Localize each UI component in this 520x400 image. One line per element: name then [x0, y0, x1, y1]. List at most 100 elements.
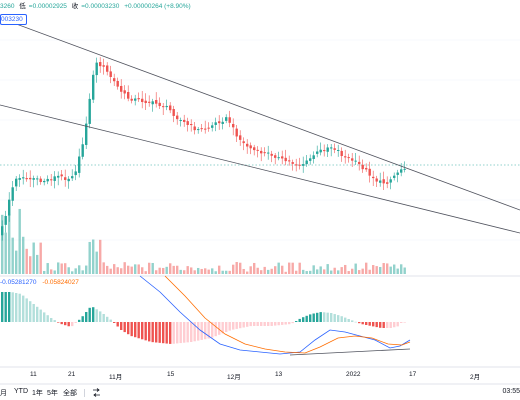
candle-body	[246, 143, 249, 147]
macd-histogram-bar	[274, 322, 277, 326]
candle-body	[106, 65, 109, 72]
volume-bar	[134, 264, 137, 274]
candle-body	[141, 98, 144, 103]
timeframe-ytd-button[interactable]: YTD	[14, 388, 28, 395]
candle-body	[32, 178, 35, 180]
legend-low-value: =0.00002925	[28, 3, 67, 10]
volume-bar	[186, 266, 189, 274]
volume-bar	[361, 268, 364, 274]
candle-body	[172, 109, 175, 116]
volume-bar	[183, 270, 186, 274]
volume-bar	[32, 242, 35, 274]
volume-bar	[340, 267, 343, 274]
volume-bar	[368, 269, 371, 274]
volume-bar	[372, 265, 375, 274]
macd-legend: -0.05281270 -0.05824027	[0, 279, 79, 287]
macd-histogram	[1, 292, 406, 344]
volume-bar	[95, 251, 98, 274]
macd-histogram-bar	[312, 313, 315, 322]
legend-low-label: 低	[19, 3, 26, 10]
macd-histogram-bar	[344, 317, 347, 322]
volume-bar	[218, 265, 221, 274]
macd-histogram-bar	[64, 322, 67, 326]
macd-histogram-bar	[260, 322, 263, 326]
candle-body	[379, 180, 382, 183]
candle-body	[50, 179, 53, 181]
candle-body	[333, 148, 336, 150]
candle-body	[393, 175, 396, 178]
price-badge: 003230	[0, 14, 27, 25]
macd-histogram-bar	[379, 322, 382, 328]
timeframe-month-button[interactable]: 月	[0, 390, 7, 397]
macd-histogram-bar	[148, 322, 151, 342]
volume-bar	[25, 248, 28, 274]
macd-histogram-bar	[218, 322, 221, 335]
candle-body	[43, 180, 46, 183]
macd-histogram-bar	[158, 322, 161, 343]
volume-bar	[109, 268, 112, 274]
upper-trendline[interactable]	[0, 17, 520, 211]
candle-body	[193, 126, 196, 131]
candle-body	[46, 178, 49, 182]
volume-bar	[148, 262, 151, 274]
timeframe-1y-button[interactable]: 1年	[32, 390, 43, 397]
candle-body	[375, 178, 378, 182]
volume-bar	[400, 264, 403, 274]
candle-body	[183, 119, 186, 122]
candle-body	[78, 156, 81, 173]
candlesticks	[1, 57, 406, 241]
candle-body	[155, 100, 158, 104]
macd-histogram-bar	[46, 315, 49, 322]
macd-histogram-bar	[207, 322, 210, 339]
candle-body	[235, 128, 238, 137]
ohlc-legend: 3260 低 =0.00002925 收 =0.00003230 +0.000002…	[0, 3, 194, 11]
xaxis-label-17: 17	[409, 371, 417, 378]
timeframe-5y-button[interactable]: 5年	[47, 390, 58, 397]
volume-bar	[151, 262, 154, 274]
candle-body	[127, 92, 130, 99]
macd-histogram-bar	[365, 322, 368, 325]
candle-body	[144, 100, 147, 104]
macd-histogram-bar	[232, 322, 235, 330]
macd-histogram-bar	[134, 322, 137, 338]
macd-histogram-bar	[127, 322, 130, 335]
candle-body	[305, 160, 308, 165]
volume-bar	[141, 267, 144, 274]
candle-body	[382, 179, 385, 184]
volume-bar	[8, 213, 11, 274]
macd-histogram-bar	[368, 322, 371, 326]
macd-histogram-bar	[270, 322, 273, 326]
candle-body	[109, 71, 112, 78]
macd-histogram-bar	[81, 316, 84, 322]
volume-bar	[382, 263, 385, 274]
volume-bar	[305, 271, 308, 274]
compare-icon[interactable]	[92, 388, 101, 399]
volume-bar	[158, 267, 161, 274]
macd-histogram-bar	[85, 312, 88, 322]
lower-trendline[interactable]	[0, 104, 520, 234]
volume-bar	[22, 236, 25, 274]
macd-histogram-bar	[36, 306, 39, 322]
volume-bar	[274, 266, 277, 274]
macd-histogram-bar	[169, 322, 172, 344]
macd-histogram-bar	[162, 322, 165, 344]
volume-bar	[337, 270, 340, 274]
macd-histogram-bar	[29, 301, 32, 322]
candle-body	[372, 176, 375, 179]
macd-histogram-bar	[396, 322, 399, 327]
volume-bar	[102, 262, 105, 274]
macd-histogram-bar	[165, 322, 168, 344]
volume-bar	[319, 266, 322, 274]
macd-trendline[interactable]	[289, 348, 411, 356]
candle-body	[260, 150, 263, 154]
macd-histogram-bar	[130, 322, 133, 337]
volume-bar	[330, 270, 333, 274]
macd-histogram-bar	[256, 322, 259, 326]
candle-body	[354, 160, 357, 162]
volume-bar	[379, 266, 382, 274]
timeframe-all-button[interactable]: 全部	[63, 390, 77, 397]
volume-bar	[190, 267, 193, 274]
candle-body	[228, 117, 231, 123]
macd-histogram-bar	[123, 322, 126, 333]
